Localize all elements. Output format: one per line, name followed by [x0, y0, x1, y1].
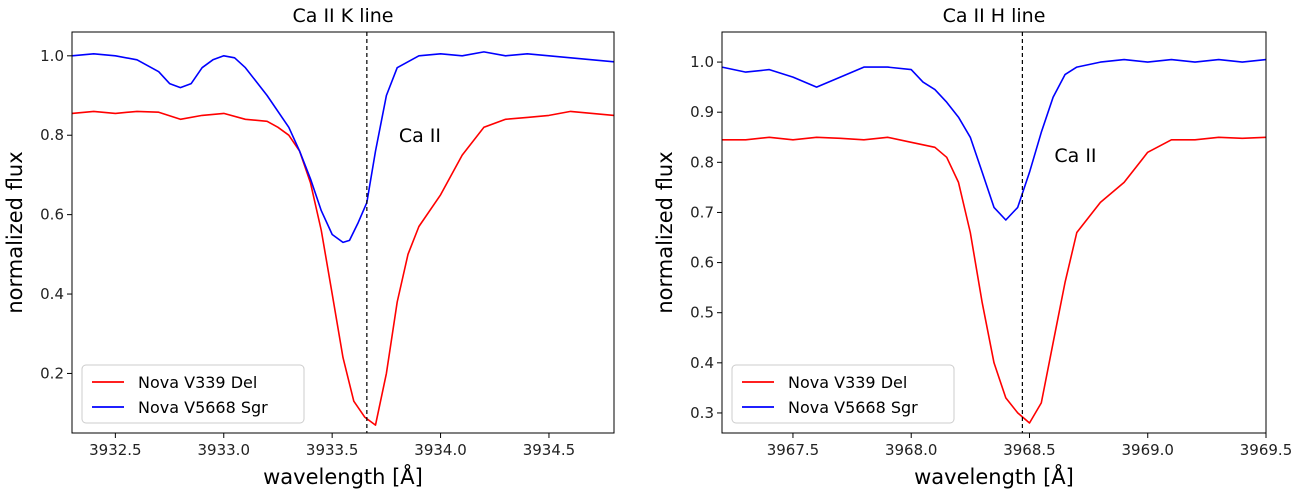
axes-frame [71, 31, 615, 434]
y-axis-label: normalized flux [3, 151, 27, 313]
line-annotation: Ca II [399, 125, 441, 147]
y-tick-label: 0.8 [40, 126, 64, 144]
x-tick-label: 3969.0 [1121, 441, 1174, 459]
series-line-nova-v5668-sgr [721, 58, 1267, 221]
legend-label: Nova V339 Del [138, 373, 257, 392]
legend-label: Nova V5668 Sgr [138, 398, 268, 417]
x-tick-label: 3933.0 [198, 441, 251, 459]
chart-panel-2: Ca II H line Ca II 3967.5 3968.0 3968.5 3969.… [653, 5, 1292, 489]
x-tick-label: 3969.5 [1240, 441, 1293, 459]
chart-legend: Nova V339 Del Nova V5668 Sgr [81, 364, 305, 424]
chart-panel-1: Ca II K line Ca II 3932.5 3933.0 3933.5 3934.… [3, 5, 615, 489]
legend-box [731, 364, 955, 424]
y-tick-label: 0.8 [690, 153, 714, 171]
series-line-nova-v339-del [71, 110, 615, 426]
x-axis-label: wavelength [Å] [914, 463, 1074, 489]
x-tick-label: 3967.5 [767, 441, 820, 459]
x-axis-label: wavelength [Å] [263, 463, 423, 489]
x-tick-label: 3934.5 [523, 441, 576, 459]
y-tick-label: 0.5 [690, 304, 714, 322]
x-tick-label: 3934.0 [414, 441, 467, 459]
y-tick-label: 0.2 [40, 364, 64, 382]
x-tick-label: 3933.5 [306, 441, 359, 459]
series-line-nova-v5668-sgr [71, 51, 615, 244]
x-tick-label: 3968.0 [885, 441, 938, 459]
line-annotation: Ca II [1054, 145, 1096, 167]
y-tick-label: 1.0 [40, 47, 64, 65]
y-tick-label: 0.4 [40, 285, 64, 303]
y-tick-label: 0.4 [690, 354, 714, 372]
chart-title: Ca II H line [943, 5, 1046, 27]
series-line-nova-v339-del [722, 136, 1267, 424]
legend-box [81, 364, 305, 424]
y-axis-label: normalized flux [653, 151, 677, 313]
x-tick-label: 3932.5 [89, 441, 142, 459]
legend-label: Nova V5668 Sgr [788, 398, 918, 417]
y-tick-label: 0.3 [690, 404, 714, 422]
chart-legend: Nova V339 Del Nova V5668 Sgr [731, 364, 955, 424]
y-tick-label: 0.9 [690, 103, 714, 121]
y-tick-label: 0.6 [690, 254, 714, 272]
y-tick-label: 0.7 [690, 203, 714, 221]
axes-frame [721, 31, 1267, 434]
x-tick-label: 3968.5 [1003, 441, 1056, 459]
y-tick-label: 0.6 [40, 206, 64, 224]
y-tick-label: 1.0 [690, 53, 714, 71]
chart-title: Ca II K line [293, 5, 394, 27]
legend-label: Nova V339 Del [788, 373, 907, 392]
